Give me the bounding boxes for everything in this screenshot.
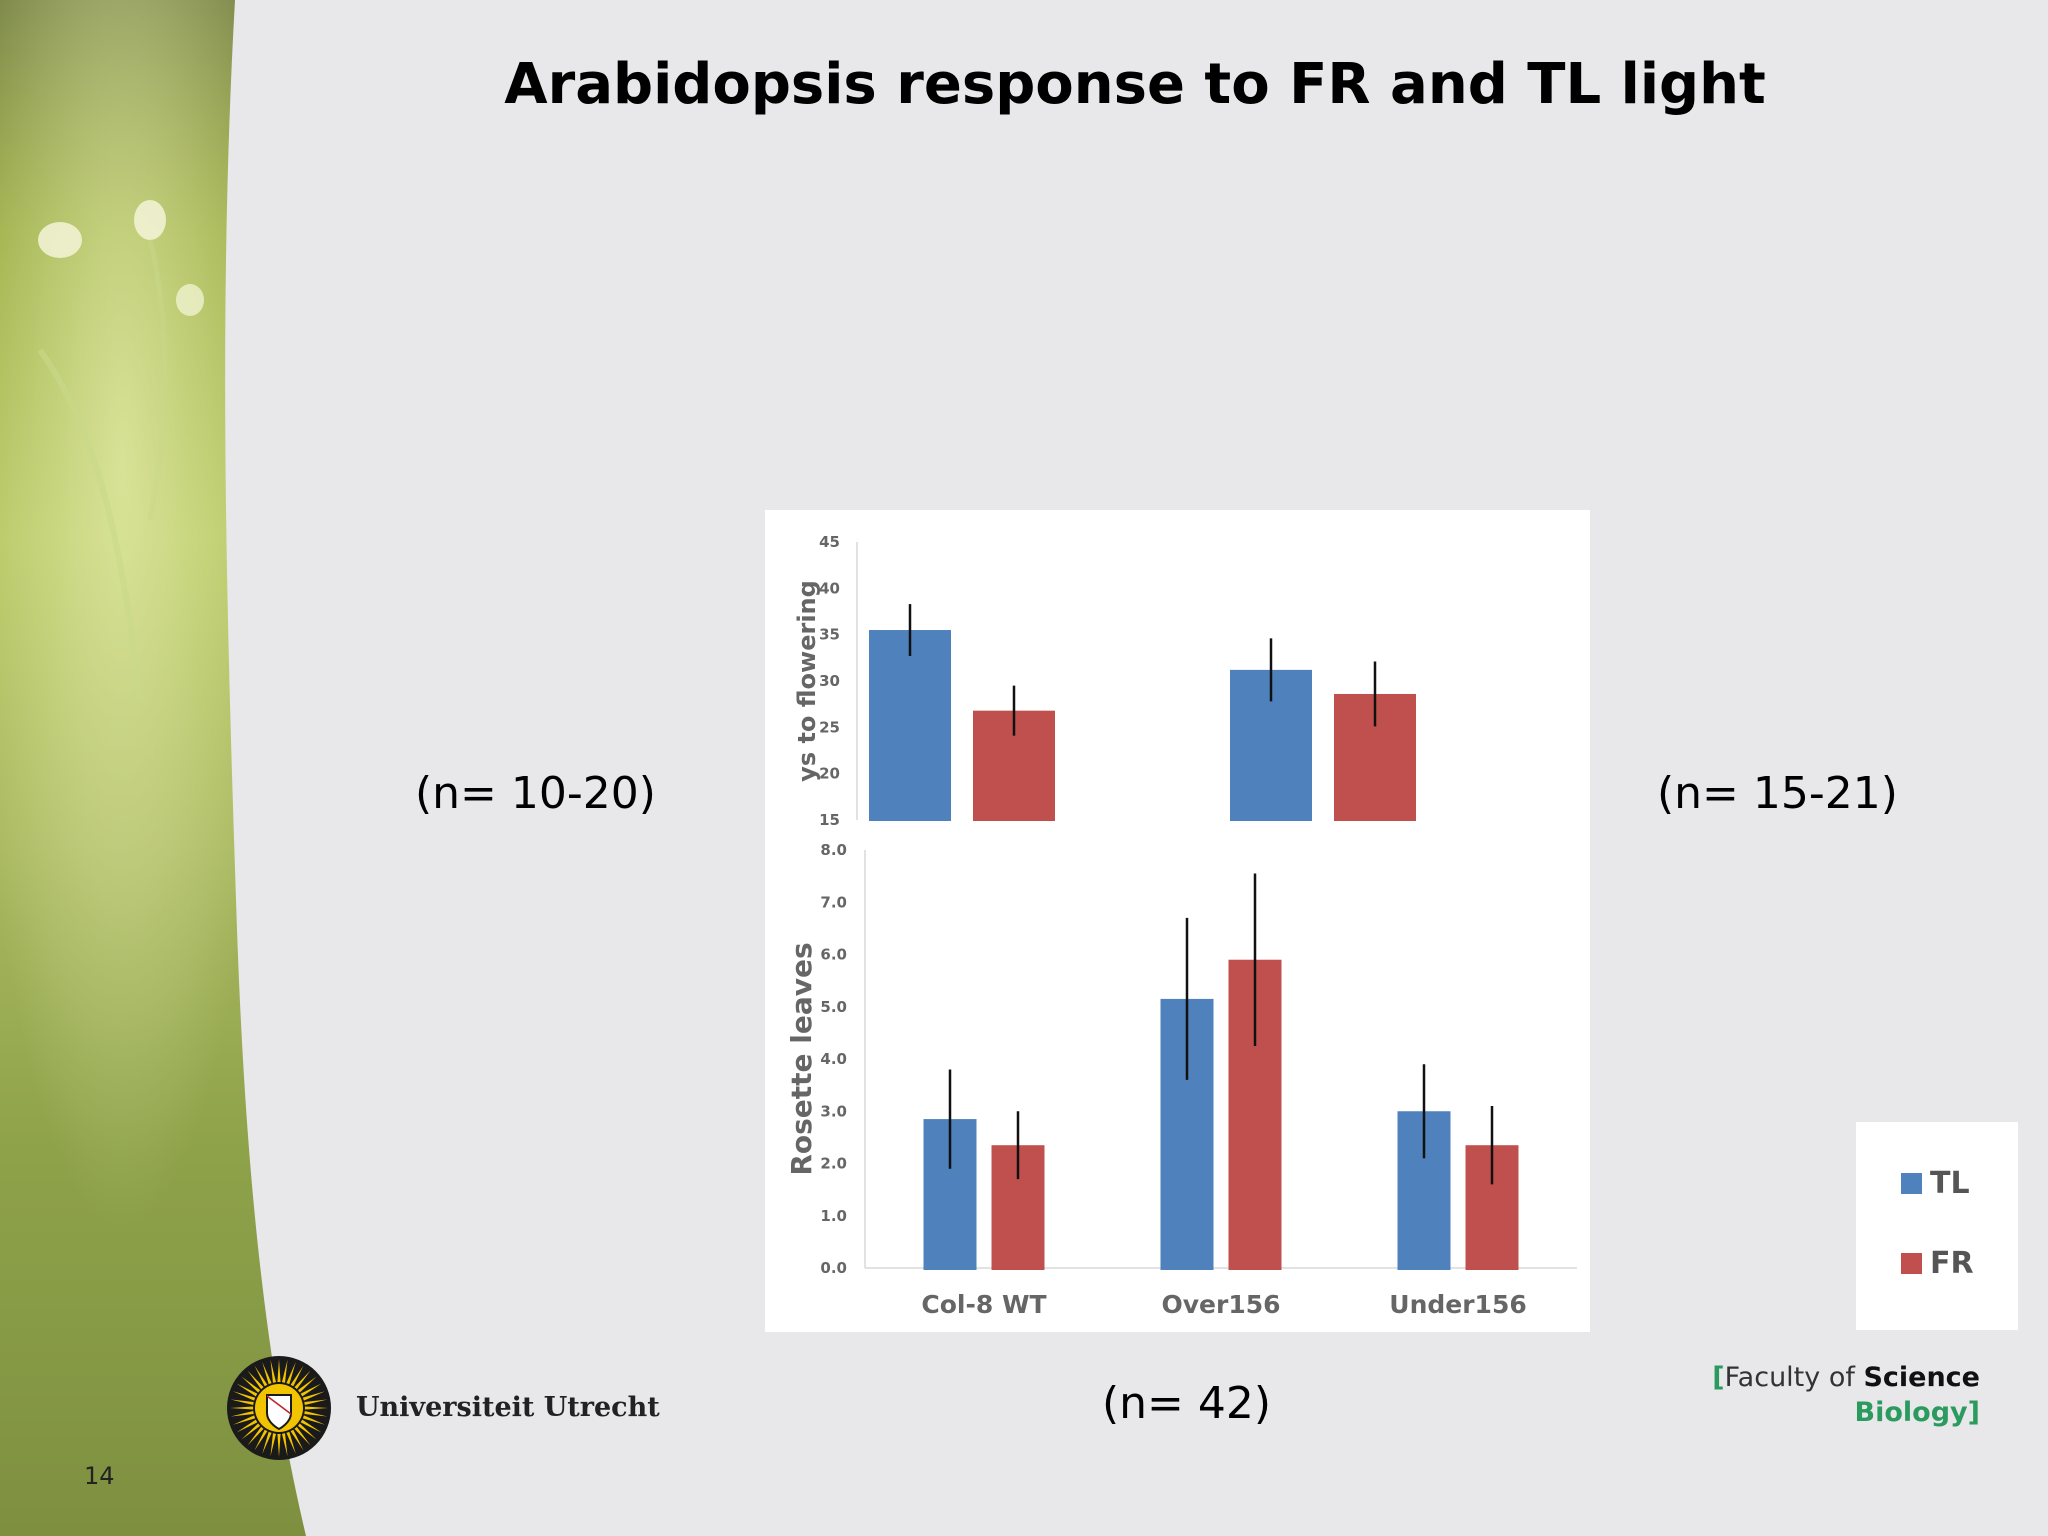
seal-ray	[290, 1429, 304, 1451]
sample-size-right: (n= 15-21)	[1657, 768, 1898, 819]
x-tick-label: Col-8 WT	[921, 1290, 1046, 1319]
seal-ray	[247, 1426, 264, 1446]
page-title: Arabidopsis response to FR and TL light	[504, 52, 1766, 117]
bar-charts: 15 20 25 30 35 40 45 ys to flowering 0.0 1.0 2.0 3.…	[785, 533, 1577, 1319]
seal-ray	[236, 1383, 258, 1397]
faculty-label: [Faculty of Science Biology]	[1712, 1360, 1980, 1430]
y-tick-label: 3.0	[820, 1102, 847, 1120]
department-line: Biology]	[1712, 1395, 1980, 1430]
y-tick-label: 8.0	[820, 841, 847, 859]
seal-ray	[302, 1391, 326, 1401]
seal-ray	[286, 1361, 296, 1385]
seal-ray	[297, 1376, 317, 1393]
seal-ray	[297, 1423, 317, 1440]
x-tick-label: Under156	[1389, 1290, 1526, 1319]
seal-ray	[277, 1359, 281, 1383]
bar-group	[869, 604, 1416, 821]
seal-ray	[304, 1399, 328, 1406]
department-name: Biology	[1854, 1397, 1968, 1428]
seal-ray	[230, 1406, 254, 1410]
y-tick-label: 0.0	[820, 1259, 847, 1277]
faculty-science: Science	[1863, 1362, 1980, 1393]
y-tick-label: 25	[819, 718, 840, 736]
legend-swatch-tl	[1901, 1173, 1922, 1194]
seal-ray	[304, 1410, 328, 1417]
seal-ray	[270, 1359, 277, 1383]
seal-ray	[247, 1370, 264, 1390]
legend-item-fr: FR	[1901, 1246, 1974, 1281]
sample-size-bottom: (n= 42)	[1102, 1378, 1272, 1429]
university-seal-logo	[227, 1356, 331, 1460]
y-tick-label: 4.0	[820, 1050, 847, 1068]
seal-ray	[302, 1415, 326, 1425]
seal-ray	[300, 1419, 322, 1433]
seal-ray	[232, 1391, 256, 1401]
legend-label-fr: FR	[1930, 1246, 1974, 1281]
sample-size-left: (n= 10-20)	[415, 768, 656, 819]
seal-ray	[281, 1359, 288, 1383]
y-axis-label: Rosette leaves	[785, 942, 818, 1175]
bar-tl-0	[869, 630, 951, 821]
faculty-line: [Faculty of Science	[1712, 1360, 1980, 1395]
chart-legend: TL FR	[1856, 1122, 2018, 1330]
y-tick-label: 45	[819, 533, 840, 551]
seal-ray	[241, 1423, 261, 1440]
seal-ray	[300, 1383, 322, 1397]
y-tick-label: 5.0	[820, 998, 847, 1016]
seal-ray	[230, 1399, 254, 1406]
seal-ray	[270, 1433, 277, 1457]
chart-container: 15 20 25 30 35 40 45 ys to flowering 0.0 1.0 2.0 3.…	[765, 510, 1590, 1332]
seal-ray	[262, 1431, 272, 1455]
seal-ray	[262, 1361, 272, 1385]
seal-ray	[304, 1406, 328, 1410]
y-tick-label: 2.0	[820, 1155, 847, 1173]
y-tick-label: 40	[819, 579, 840, 597]
seal-ray	[290, 1365, 304, 1387]
faculty-text: Faculty of	[1724, 1362, 1864, 1393]
y-axis-label: ys to flowering	[793, 580, 821, 782]
y-tick-label: 35	[819, 626, 840, 644]
y-tick-label: 6.0	[820, 946, 847, 964]
y-tick-label: 15	[819, 811, 840, 829]
legend-label-tl: TL	[1930, 1166, 1970, 1201]
legend-item-tl: TL	[1901, 1166, 1970, 1201]
seal-ray	[236, 1419, 258, 1433]
seal-ray	[241, 1376, 261, 1393]
x-tick-label: Over156	[1161, 1290, 1280, 1319]
seal-ray	[286, 1431, 296, 1455]
y-tick-label: 7.0	[820, 893, 847, 911]
seal-ray	[232, 1415, 256, 1425]
seal-ray	[294, 1370, 311, 1390]
seal-ray	[294, 1426, 311, 1446]
faculty-bracket-open: [	[1712, 1362, 1725, 1393]
seal-ray	[254, 1365, 268, 1387]
y-tick-label: 30	[819, 672, 840, 690]
bar-group	[923, 873, 1519, 1270]
legend-swatch-fr	[1901, 1253, 1922, 1274]
seal-ray	[281, 1433, 288, 1457]
faculty-bracket-close: ]	[1967, 1397, 1980, 1428]
seal-ray	[254, 1429, 268, 1451]
seal-ray	[230, 1410, 254, 1417]
slide-number: 14	[84, 1462, 115, 1490]
university-name: Universiteit Utrecht	[356, 1392, 660, 1423]
y-tick-label: 1.0	[820, 1207, 847, 1225]
y-tick-label: 20	[819, 765, 840, 783]
seal-ray	[277, 1433, 281, 1457]
sidebar-decoration	[0, 0, 306, 1536]
